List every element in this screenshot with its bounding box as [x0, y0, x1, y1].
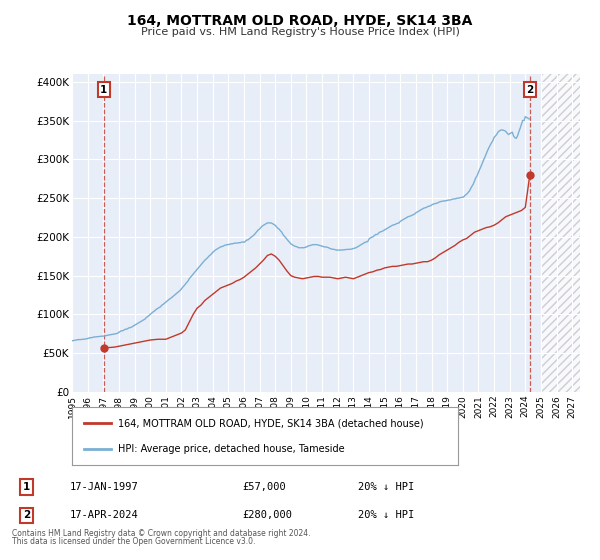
- Text: 20% ↓ HPI: 20% ↓ HPI: [358, 482, 414, 492]
- Text: 20% ↓ HPI: 20% ↓ HPI: [358, 510, 414, 520]
- Text: £280,000: £280,000: [242, 510, 292, 520]
- Text: 17-APR-2024: 17-APR-2024: [70, 510, 139, 520]
- Text: £57,000: £57,000: [242, 482, 286, 492]
- Text: 1: 1: [23, 482, 30, 492]
- Text: This data is licensed under the Open Government Licence v3.0.: This data is licensed under the Open Gov…: [12, 537, 256, 546]
- Text: 164, MOTTRAM OLD ROAD, HYDE, SK14 3BA: 164, MOTTRAM OLD ROAD, HYDE, SK14 3BA: [127, 14, 473, 28]
- Text: 2: 2: [23, 510, 30, 520]
- Text: 2: 2: [526, 85, 533, 95]
- Text: 17-JAN-1997: 17-JAN-1997: [70, 482, 139, 492]
- Bar: [541, 74, 580, 392]
- Text: 164, MOTTRAM OLD ROAD, HYDE, SK14 3BA (detached house): 164, MOTTRAM OLD ROAD, HYDE, SK14 3BA (d…: [118, 418, 424, 428]
- Text: Contains HM Land Registry data © Crown copyright and database right 2024.: Contains HM Land Registry data © Crown c…: [12, 529, 311, 538]
- Text: 1: 1: [100, 85, 107, 95]
- Text: HPI: Average price, detached house, Tameside: HPI: Average price, detached house, Tame…: [118, 444, 345, 454]
- Text: Price paid vs. HM Land Registry's House Price Index (HPI): Price paid vs. HM Land Registry's House …: [140, 27, 460, 37]
